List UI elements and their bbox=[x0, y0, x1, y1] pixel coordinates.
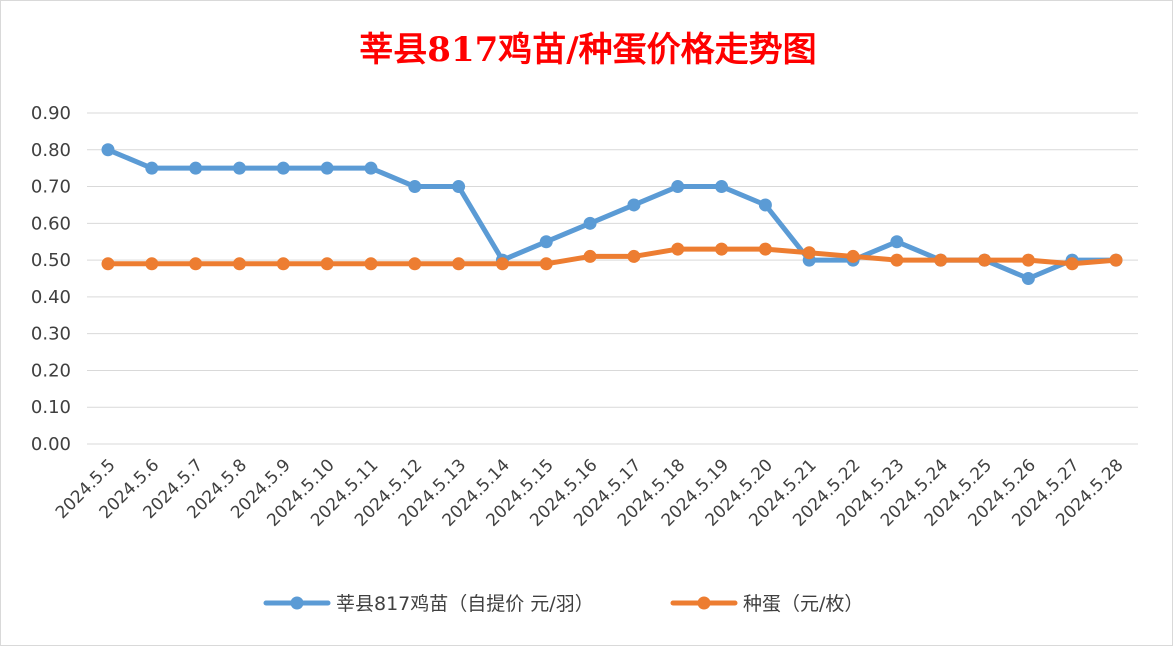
series-line bbox=[105, 246, 1119, 267]
data-point bbox=[539, 257, 553, 271]
legend-item: 莘县817鸡苗（自提价 元/羽） bbox=[263, 593, 594, 615]
data-point bbox=[364, 257, 378, 271]
data-point bbox=[452, 180, 466, 194]
data-point bbox=[934, 253, 948, 267]
data-point bbox=[408, 257, 422, 271]
y-tick-label: 0.60 bbox=[31, 213, 71, 234]
data-point bbox=[408, 180, 422, 194]
data-point bbox=[539, 235, 553, 249]
data-point bbox=[189, 257, 203, 271]
x-axis-ticks: 2024.5.52024.5.62024.5.72024.5.82024.5.9… bbox=[52, 455, 1128, 530]
data-point bbox=[671, 242, 685, 256]
data-point bbox=[101, 257, 115, 271]
data-point bbox=[715, 180, 729, 194]
y-tick-label: 0.30 bbox=[31, 324, 71, 345]
series-1 bbox=[101, 242, 1123, 271]
data-point bbox=[232, 257, 246, 271]
grid-lines bbox=[87, 112, 1138, 445]
legend: 莘县817鸡苗（自提价 元/羽） 种蛋（元/枚） bbox=[263, 593, 863, 615]
data-point bbox=[189, 161, 203, 175]
data-point bbox=[452, 257, 466, 271]
data-point bbox=[758, 242, 772, 256]
data-point bbox=[101, 143, 115, 157]
data-point bbox=[495, 257, 509, 271]
legend-swatch-marker bbox=[290, 596, 304, 610]
legend-label: 莘县817鸡苗（自提价 元/羽） bbox=[336, 593, 594, 615]
legend-item: 种蛋（元/枚） bbox=[670, 593, 863, 615]
series-lines bbox=[101, 143, 1123, 285]
data-point bbox=[1021, 272, 1035, 285]
data-point bbox=[1065, 257, 1079, 271]
data-point bbox=[715, 242, 729, 256]
data-point bbox=[1021, 253, 1035, 267]
data-point bbox=[671, 180, 685, 194]
data-point bbox=[364, 161, 378, 175]
data-point bbox=[320, 257, 334, 271]
data-point bbox=[978, 253, 992, 267]
data-point bbox=[890, 253, 904, 267]
data-point bbox=[232, 161, 246, 175]
data-point bbox=[627, 198, 641, 212]
y-tick-label: 0.50 bbox=[31, 250, 71, 271]
data-point bbox=[1109, 253, 1123, 267]
data-point bbox=[846, 249, 860, 263]
legend-swatch-marker bbox=[697, 596, 711, 610]
data-point bbox=[320, 161, 334, 175]
data-point bbox=[276, 161, 290, 175]
y-tick-label: 0.70 bbox=[31, 177, 71, 198]
y-tick-label: 0.00 bbox=[31, 434, 71, 455]
data-point bbox=[802, 246, 816, 260]
data-point bbox=[627, 249, 641, 263]
y-tick-label: 0.80 bbox=[31, 140, 71, 161]
data-point bbox=[276, 257, 290, 271]
data-point bbox=[145, 161, 159, 175]
y-tick-label: 0.90 bbox=[31, 103, 71, 124]
y-tick-label: 0.10 bbox=[31, 397, 71, 418]
data-point bbox=[583, 216, 597, 230]
data-point bbox=[890, 235, 904, 249]
legend-label: 种蛋（元/枚） bbox=[743, 593, 863, 615]
y-tick-label: 0.40 bbox=[31, 287, 71, 308]
y-tick-label: 0.20 bbox=[31, 360, 71, 381]
data-point bbox=[145, 257, 159, 271]
y-axis-ticks: 0.00 0.10 0.20 0.30 0.40 0.50 0.60 0.70 0.80 0.90 bbox=[31, 103, 71, 455]
chart-title: 莘县817鸡苗/种蛋价格走势图 bbox=[359, 30, 816, 70]
data-point bbox=[758, 198, 772, 212]
data-point bbox=[583, 249, 597, 263]
